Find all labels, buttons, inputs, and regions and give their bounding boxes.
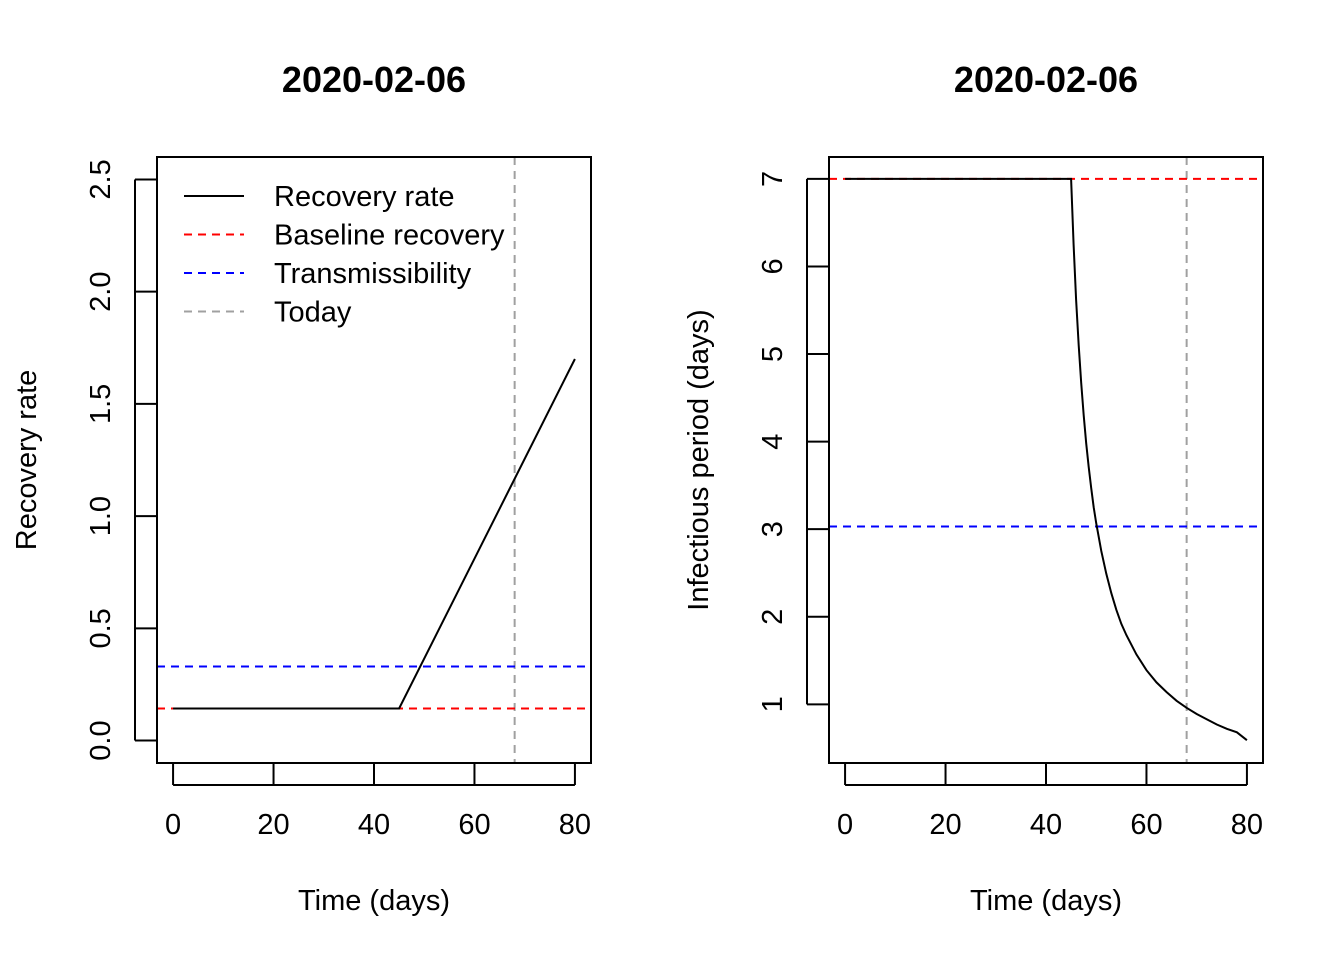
x-tick-label: 40 — [1030, 809, 1062, 841]
y-axis-label: Recovery rate — [11, 370, 43, 551]
y-tick-label: 3 — [757, 521, 789, 537]
y-tick-label: 1.5 — [85, 384, 117, 424]
legend-label: Transmissibility — [274, 258, 472, 290]
chart-title: 2020-02-06 — [282, 59, 466, 100]
chart-panel-1: 2020-02-06 Time (days) Recovery rate 0 20 40 6… — [11, 59, 592, 917]
y-tick-label: 0.0 — [85, 720, 117, 760]
y-tick-label: 0.5 — [85, 608, 117, 648]
plot-frame — [828, 156, 1264, 764]
legend-label: Baseline recovery — [274, 220, 505, 252]
plot-area — [157, 157, 591, 763]
x-tick-label: 0 — [165, 809, 181, 841]
y-tick-label: 2.5 — [85, 159, 117, 199]
plot-area — [829, 157, 1263, 763]
chart-title: 2020-02-06 — [954, 59, 1138, 100]
x-tick-label: 60 — [1130, 809, 1162, 841]
x-tick-label: 0 — [837, 809, 853, 841]
x-tick-label: 20 — [929, 809, 961, 841]
x-tick-label: 20 — [257, 809, 289, 841]
x-tick-label: 80 — [1231, 809, 1263, 841]
y-tick-label: 2.0 — [85, 272, 117, 312]
x-axis-label: Time (days) — [298, 885, 450, 917]
y-tick-label: 2 — [757, 609, 789, 625]
y-tick-label: 7 — [757, 171, 789, 187]
legend-label: Today — [274, 297, 352, 329]
y-tick-label: 6 — [757, 258, 789, 274]
plot-frame — [156, 156, 592, 764]
legend-label: Recovery rate — [274, 181, 455, 213]
x-tick-label: 80 — [559, 809, 591, 841]
y-tick-label: 1 — [757, 696, 789, 712]
x-axis-label: Time (days) — [970, 885, 1122, 917]
chart-panel-2: 2020-02-06 Time (days) Infectious period (… — [683, 59, 1264, 917]
legend: Recovery rate Baseline recovery Transmissi… — [184, 181, 505, 329]
series-line — [173, 358, 576, 710]
x-tick-label: 40 — [358, 809, 390, 841]
x-tick-label: 60 — [458, 809, 490, 841]
y-axis-label: Infectious period (days) — [683, 309, 715, 610]
y-tick-label: 4 — [757, 434, 789, 450]
series-line — [845, 177, 1248, 741]
y-tick-label: 5 — [757, 346, 789, 362]
y-tick-label: 1.0 — [85, 496, 117, 536]
